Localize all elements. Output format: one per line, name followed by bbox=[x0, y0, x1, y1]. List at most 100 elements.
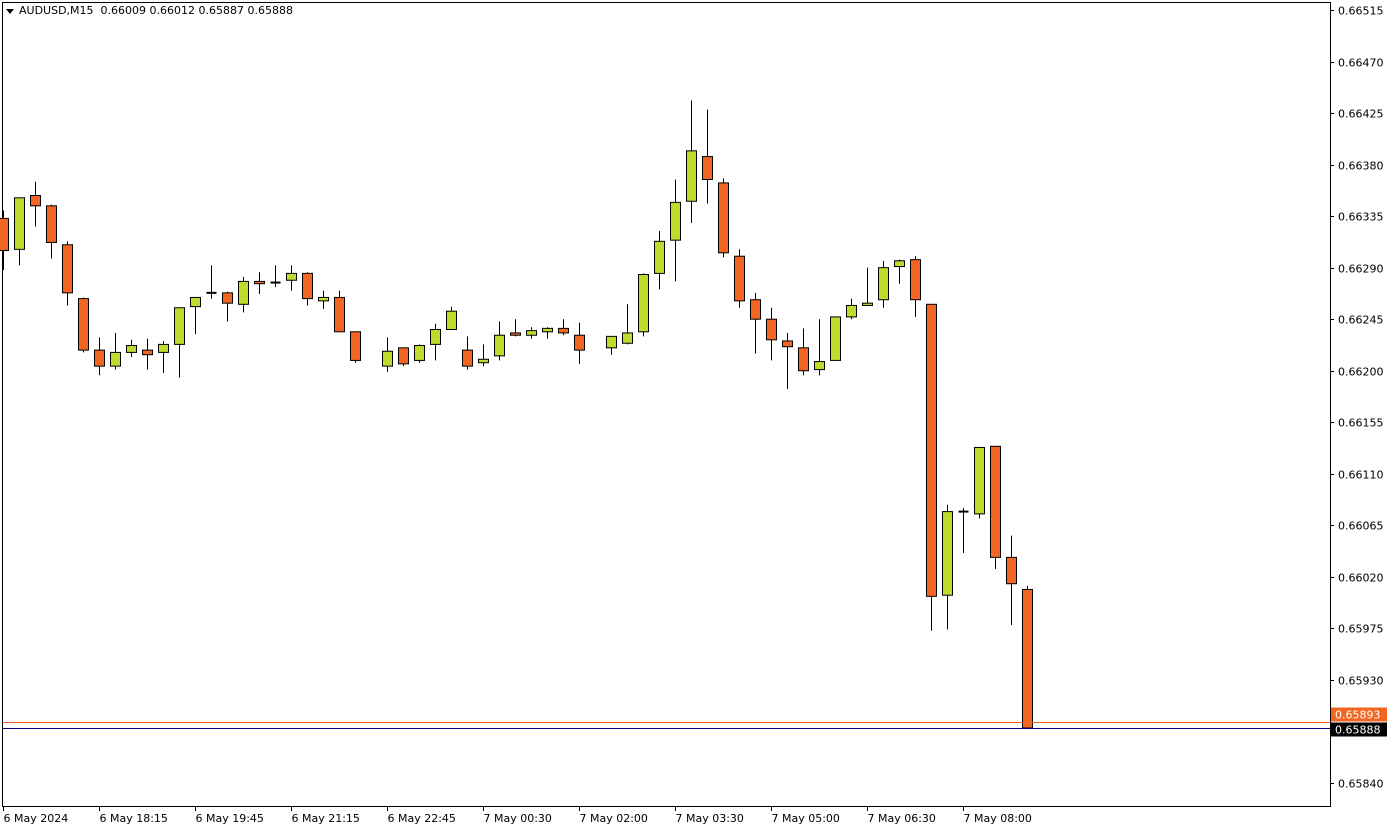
candle-body-bull bbox=[126, 345, 137, 353]
dropdown-triangle-icon[interactable] bbox=[6, 8, 14, 14]
candle bbox=[622, 304, 633, 345]
candle-body-bear bbox=[62, 244, 73, 294]
candle-body-bear bbox=[558, 327, 569, 334]
price-axis[interactable]: 0.66515 0.66470 0.66425 0.66380 0.66335 0.662… bbox=[1330, 5, 1384, 791]
candle-body-bull bbox=[846, 304, 857, 318]
candle-body-bear bbox=[798, 347, 809, 372]
candle bbox=[942, 504, 953, 630]
candle bbox=[654, 231, 665, 290]
candle bbox=[990, 445, 1001, 569]
time-tick-label: 6 May 2024 bbox=[4, 812, 69, 825]
candle bbox=[462, 336, 473, 370]
candle-body-bear bbox=[30, 195, 41, 207]
price-tick-label: 0.65975 bbox=[1338, 623, 1384, 636]
candle bbox=[270, 265, 281, 288]
candle bbox=[0, 210, 9, 270]
candle-body-bull bbox=[830, 316, 841, 361]
candles bbox=[0, 100, 1033, 730]
candle bbox=[478, 344, 489, 367]
candle bbox=[750, 292, 761, 354]
candle-body-bull bbox=[110, 351, 121, 367]
candle bbox=[318, 290, 329, 309]
candle-body-bear bbox=[1006, 556, 1017, 585]
price-tick-label: 0.66515 bbox=[1338, 5, 1384, 18]
candle-body-bull bbox=[814, 361, 825, 371]
price-tick-label: 0.66470 bbox=[1338, 57, 1384, 70]
candle-body-bull bbox=[654, 240, 665, 274]
candle bbox=[830, 316, 841, 361]
symbol-timeframe: AUDUSD,M15 bbox=[19, 4, 94, 17]
candle bbox=[46, 204, 57, 259]
time-tick-label: 7 May 03:30 bbox=[676, 812, 744, 825]
candle-body-bull bbox=[942, 511, 953, 596]
candle-body-bear bbox=[926, 303, 937, 597]
candle bbox=[110, 332, 121, 370]
candle-body-bull bbox=[638, 274, 649, 333]
candle bbox=[542, 327, 553, 339]
candle-body-bear bbox=[990, 445, 1001, 558]
candle bbox=[766, 307, 777, 361]
candle-body-bull bbox=[622, 332, 633, 344]
candle-body-bull bbox=[862, 302, 873, 306]
candle bbox=[638, 273, 649, 337]
price-tick-label: 0.65930 bbox=[1338, 675, 1384, 688]
time-tick-label: 6 May 18:15 bbox=[100, 812, 168, 825]
candle bbox=[702, 109, 713, 204]
candle-body-bear bbox=[94, 349, 105, 367]
candle-body-bear bbox=[766, 318, 777, 341]
candle-body-bull bbox=[670, 201, 681, 241]
candle bbox=[798, 328, 809, 376]
candle-body-bull bbox=[174, 307, 185, 345]
candle-body-bull bbox=[894, 260, 905, 268]
candle bbox=[206, 265, 217, 299]
candle-body-bull bbox=[606, 335, 617, 349]
candle bbox=[222, 291, 233, 322]
bid-price-label-bg bbox=[1331, 722, 1387, 737]
candle-body-bull bbox=[158, 343, 169, 353]
candle-body-bear bbox=[222, 292, 233, 304]
candle bbox=[62, 241, 73, 306]
candle bbox=[414, 344, 425, 363]
candle bbox=[254, 272, 265, 295]
time-tick-label: 7 May 06:30 bbox=[868, 812, 936, 825]
candle bbox=[126, 339, 137, 357]
candle-body-bear bbox=[702, 156, 713, 180]
candle-body-bear bbox=[142, 349, 153, 356]
ohlc-readout: 0.66009 0.66012 0.65887 0.65888 bbox=[100, 4, 293, 17]
ask-price-label: 0.65893 bbox=[1335, 709, 1381, 722]
candle bbox=[158, 340, 169, 374]
candle-body-bull bbox=[542, 327, 553, 333]
price-tick-label: 0.66425 bbox=[1338, 108, 1384, 121]
candle bbox=[334, 290, 345, 333]
candle-body-bear bbox=[734, 255, 745, 302]
candle bbox=[398, 347, 409, 367]
candle-body-bear bbox=[334, 296, 345, 333]
candle-body-bear bbox=[1022, 588, 1033, 729]
time-axis[interactable]: 6 May 2024 6 May 18:15 6 May 19:45 6 May 21… bbox=[3, 806, 1032, 825]
candle-body-bull bbox=[286, 272, 297, 281]
candle bbox=[302, 272, 313, 306]
price-tick-label: 0.66155 bbox=[1338, 417, 1384, 430]
price-tick-label: 0.66245 bbox=[1338, 314, 1384, 327]
candle-body-bear bbox=[574, 334, 585, 351]
price-tick-label: 0.66200 bbox=[1338, 366, 1384, 379]
candle-body-bear bbox=[782, 340, 793, 348]
candle bbox=[510, 319, 521, 337]
candle-body-bear bbox=[0, 217, 9, 251]
candle bbox=[430, 323, 441, 361]
candle bbox=[526, 327, 537, 339]
candle-body-bear bbox=[78, 298, 89, 351]
candle bbox=[350, 331, 361, 363]
bid-price-label: 0.65888 bbox=[1335, 724, 1381, 737]
candle bbox=[94, 337, 105, 376]
candle-body-bull bbox=[414, 345, 425, 361]
candle-body-bull bbox=[494, 334, 505, 357]
candle bbox=[910, 256, 921, 317]
candle bbox=[862, 267, 873, 306]
time-tick-label: 6 May 22:45 bbox=[388, 812, 456, 825]
price-tick-label: 0.66380 bbox=[1338, 160, 1384, 173]
candle bbox=[1022, 586, 1033, 730]
price-tick-label: 0.65840 bbox=[1338, 778, 1384, 791]
candle bbox=[494, 321, 505, 361]
